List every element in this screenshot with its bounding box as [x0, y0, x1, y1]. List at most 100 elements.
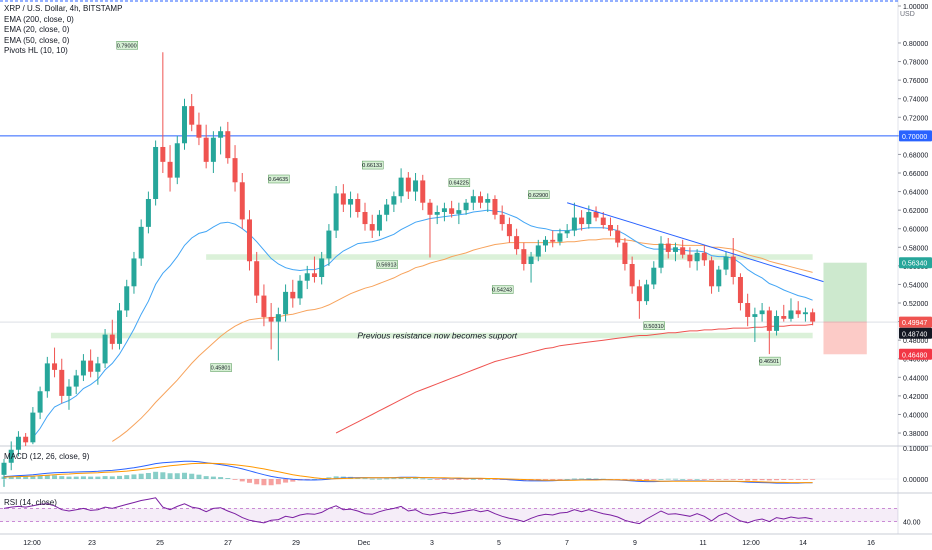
macd-hist-bar [131, 474, 137, 479]
price-axis-badge-text: 0.48740 [902, 331, 927, 338]
candle-body [290, 291, 296, 299]
candle-body [622, 242, 628, 265]
rsi-pane-label[interactable]: RSI (14, close) [4, 498, 57, 507]
pivot-label-box [376, 260, 398, 269]
macd-hist-bar [716, 479, 722, 480]
macd-hist-bar [182, 472, 187, 479]
macd-hist-bar [369, 478, 375, 480]
candle-body [550, 239, 556, 242]
legend-ema50[interactable]: EMA (50, close, 0) [4, 35, 70, 45]
candle-body [283, 291, 289, 315]
candle-body [456, 210, 462, 214]
price-tick-label: 0.44000 [903, 375, 928, 382]
candle-body [745, 303, 751, 317]
macd-hist-bar [311, 479, 317, 480]
macd-hist-bar [579, 478, 585, 480]
candle-body [607, 225, 613, 231]
macd-tick-label: 0.10000 [903, 446, 928, 453]
candle-body [384, 204, 390, 215]
candle-body [210, 137, 216, 162]
candle-body [297, 280, 303, 299]
candle-body [145, 198, 151, 227]
macd-hist-bar [160, 472, 166, 479]
macd-hist-bar [384, 478, 390, 480]
rsi-tick-label: 40.00 [903, 520, 921, 527]
pivot-label: 0.45801 [211, 366, 231, 372]
macd-hist-bar [218, 477, 224, 479]
candle-body [102, 334, 108, 364]
macd-hist-bar [15, 476, 21, 479]
macd-hist-bar [44, 475, 50, 479]
resistance-zone [206, 254, 813, 260]
candle-body [521, 249, 527, 265]
candle-body [44, 363, 50, 392]
pivot-label: 0.62900 [528, 193, 548, 199]
price-tick-label: 1.00000 [903, 4, 928, 11]
price-tick-label: 0.58000 [903, 245, 928, 252]
candle-body [636, 286, 642, 302]
pivot-label-box [362, 160, 384, 170]
support-zone [50, 332, 813, 339]
ema20-line [32, 209, 813, 439]
macd-signal-line [3, 462, 813, 484]
candle-body [131, 258, 137, 287]
candle-body [644, 284, 650, 302]
macd-hist-bar [66, 476, 72, 479]
macd-pane-label[interactable]: MACD (12, 26, close, 9) [4, 452, 90, 461]
price-tick-label: 0.66000 [903, 171, 928, 178]
candle-body [304, 273, 310, 281]
macd-hist-bar [644, 479, 650, 481]
macd-hist-bar [102, 476, 108, 479]
candle-body [557, 233, 563, 242]
macd-hist-bar [427, 479, 433, 480]
pivot-label-box [528, 190, 550, 199]
time-tick-label: 12:00 [23, 540, 41, 547]
price-tick-label: 0.54000 [903, 282, 928, 289]
candle-body [514, 236, 520, 250]
candle-body [160, 146, 166, 162]
macd-hist-bar [737, 479, 743, 480]
macd-hist-bar [138, 473, 144, 479]
legend-pivots[interactable]: Pivots HL (10, 10) [4, 46, 68, 55]
time-tick-label: Dec [358, 540, 371, 547]
macd-hist-bar [586, 478, 592, 480]
candle-body [680, 247, 686, 255]
pivot-label: 0.79000 [117, 43, 137, 49]
macd-hist-bar [463, 479, 469, 480]
candle-body [109, 334, 115, 344]
macd-hist-bar [80, 476, 86, 479]
price-tick-label: 0.62000 [903, 208, 928, 215]
legend-ema200[interactable]: EMA (200, close, 0) [4, 14, 74, 24]
price-tick-label: 0.64000 [903, 190, 928, 197]
macd-hist-bar [543, 479, 548, 480]
candle-body [30, 412, 36, 443]
candle-body [275, 314, 281, 322]
time-tick-label: 29 [292, 540, 300, 547]
legend-ema20[interactable]: EMA (20, close, 0) [4, 25, 70, 34]
macd-hist-bar [304, 479, 310, 480]
macd-hist-bar [52, 475, 58, 479]
macd-hist-bar [680, 479, 686, 480]
macd-hist-bar [441, 479, 447, 480]
macd-hist-bar [701, 479, 707, 480]
candle-body [362, 211, 368, 225]
price-tick-label: 0.52000 [903, 301, 928, 308]
pivot-label: 0.50310 [644, 324, 664, 330]
macd-line [3, 460, 813, 484]
macd-hist-bar [398, 477, 404, 479]
macd-hist-bar [124, 475, 130, 479]
price-tick-label: 0.78000 [903, 60, 928, 67]
time-tick-label: 3 [430, 540, 434, 547]
macd-hist-bar [788, 479, 794, 480]
candle-body [795, 310, 801, 315]
price-tick-label: 0.72000 [903, 115, 928, 122]
candle-body [694, 252, 700, 262]
chart-title: XRP / U.S. Dollar, 4h, BITSTAMP [4, 4, 123, 13]
price-axis-badge-text: 0.49947 [902, 320, 927, 327]
macd-hist-bar [651, 479, 657, 480]
candle-body [427, 202, 433, 215]
candle-body [810, 312, 816, 322]
macd-hist-bar [571, 478, 577, 480]
